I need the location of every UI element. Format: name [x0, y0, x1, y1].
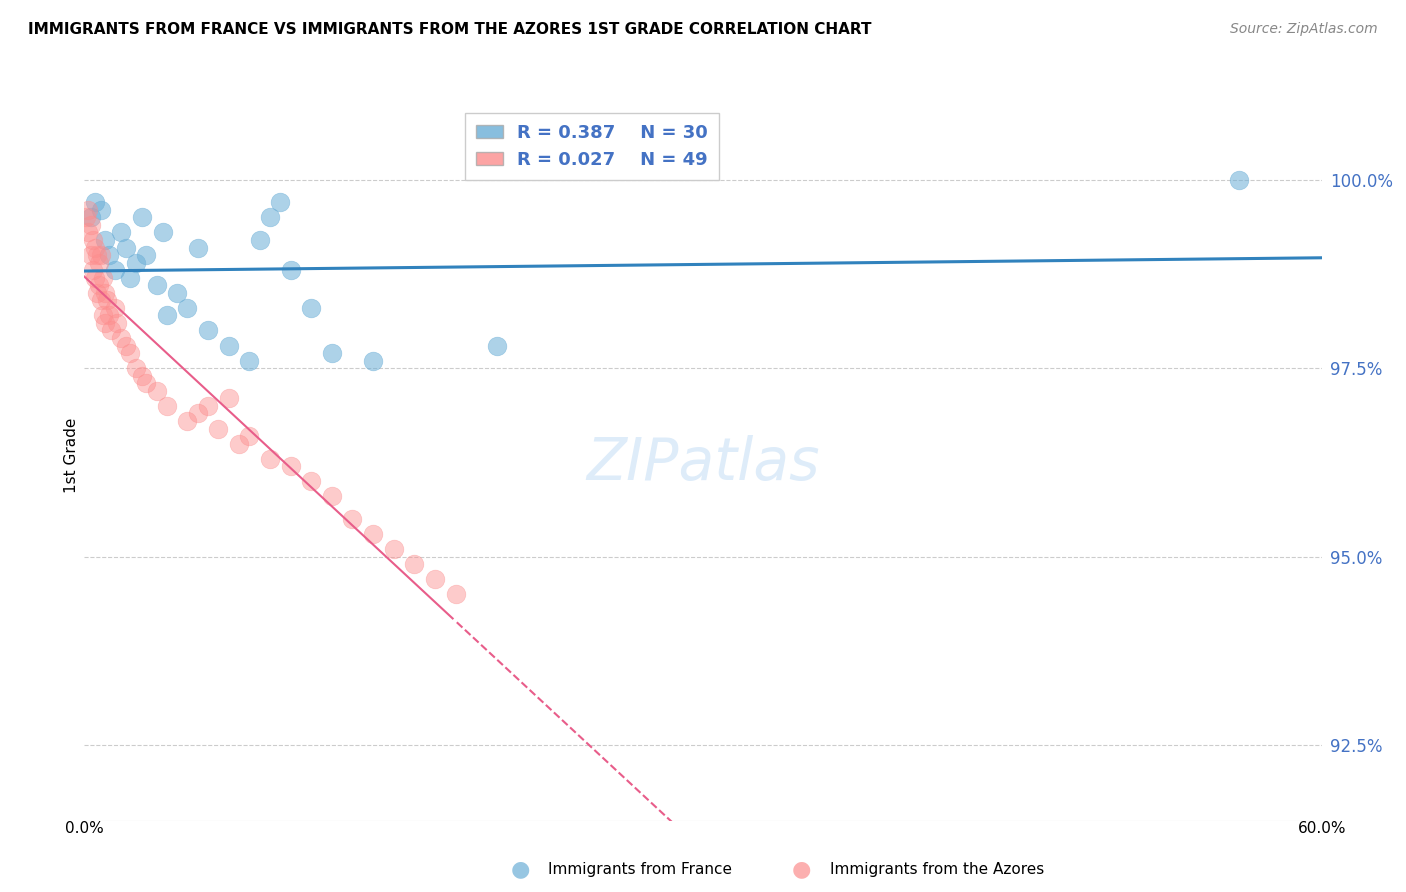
Point — [238, 353, 260, 368]
Point — [94, 233, 117, 247]
Text: ●: ● — [510, 860, 530, 880]
Point — [259, 451, 281, 466]
Point — [104, 301, 127, 315]
Point — [259, 211, 281, 225]
Point — [98, 309, 121, 323]
Point — [321, 489, 343, 503]
Point — [98, 248, 121, 262]
Point — [269, 195, 291, 210]
Point — [114, 241, 136, 255]
Point — [218, 338, 240, 352]
Point — [152, 226, 174, 240]
Point — [156, 309, 179, 323]
Point — [321, 346, 343, 360]
Point — [207, 421, 229, 435]
Point — [91, 309, 114, 323]
Text: Immigrants from the Azores: Immigrants from the Azores — [830, 863, 1043, 877]
Point — [77, 202, 100, 217]
Point — [96, 293, 118, 308]
Point — [280, 459, 302, 474]
Point — [176, 301, 198, 315]
Point — [361, 527, 384, 541]
Point — [114, 338, 136, 352]
Text: Immigrants from France: Immigrants from France — [548, 863, 733, 877]
Point — [90, 202, 112, 217]
Point — [79, 211, 101, 225]
Point — [361, 353, 384, 368]
Point — [299, 475, 322, 489]
Point — [82, 263, 104, 277]
Point — [156, 399, 179, 413]
Point — [1227, 172, 1250, 186]
Point — [90, 248, 112, 262]
Point — [404, 558, 426, 572]
Point — [94, 285, 117, 300]
Point — [110, 331, 132, 345]
Y-axis label: 1st Grade: 1st Grade — [63, 417, 79, 492]
Point — [82, 233, 104, 247]
Point — [166, 285, 188, 300]
Point — [86, 285, 108, 300]
Point — [79, 248, 101, 262]
Point — [83, 270, 105, 285]
Point — [342, 512, 364, 526]
Point — [75, 211, 97, 225]
Point — [90, 293, 112, 308]
Point — [105, 316, 128, 330]
Point — [187, 407, 209, 421]
Legend: R = 0.387    N = 30, R = 0.027    N = 49: R = 0.387 N = 30, R = 0.027 N = 49 — [464, 113, 718, 179]
Point — [249, 233, 271, 247]
Point — [125, 361, 148, 376]
Point — [79, 218, 101, 232]
Point — [145, 384, 167, 398]
Text: ●: ● — [792, 860, 811, 880]
Text: IMMIGRANTS FROM FRANCE VS IMMIGRANTS FROM THE AZORES 1ST GRADE CORRELATION CHART: IMMIGRANTS FROM FRANCE VS IMMIGRANTS FRO… — [28, 22, 872, 37]
Point — [135, 248, 157, 262]
Point — [86, 248, 108, 262]
Point — [131, 368, 153, 383]
Point — [197, 324, 219, 338]
Text: 60.0%: 60.0% — [1298, 821, 1346, 836]
Point — [110, 226, 132, 240]
Point — [77, 226, 100, 240]
Text: 0.0%: 0.0% — [65, 821, 104, 836]
Point — [238, 429, 260, 443]
Point — [83, 241, 105, 255]
Point — [83, 195, 105, 210]
Text: ZIPatlas: ZIPatlas — [586, 435, 820, 492]
Point — [228, 436, 250, 450]
Point — [125, 255, 148, 269]
Point — [197, 399, 219, 413]
Point — [118, 346, 141, 360]
Point — [135, 376, 157, 391]
Point — [94, 316, 117, 330]
Point — [131, 211, 153, 225]
Point — [218, 392, 240, 406]
Point — [100, 324, 122, 338]
Point — [104, 263, 127, 277]
Text: Source: ZipAtlas.com: Source: ZipAtlas.com — [1230, 22, 1378, 37]
Point — [485, 338, 508, 352]
Point — [87, 278, 110, 293]
Point — [176, 414, 198, 428]
Point — [187, 241, 209, 255]
Point — [299, 301, 322, 315]
Point — [91, 270, 114, 285]
Point — [145, 278, 167, 293]
Point — [280, 263, 302, 277]
Point — [444, 587, 467, 601]
Point — [87, 255, 110, 269]
Point — [382, 542, 405, 557]
Point — [118, 270, 141, 285]
Point — [423, 572, 446, 586]
